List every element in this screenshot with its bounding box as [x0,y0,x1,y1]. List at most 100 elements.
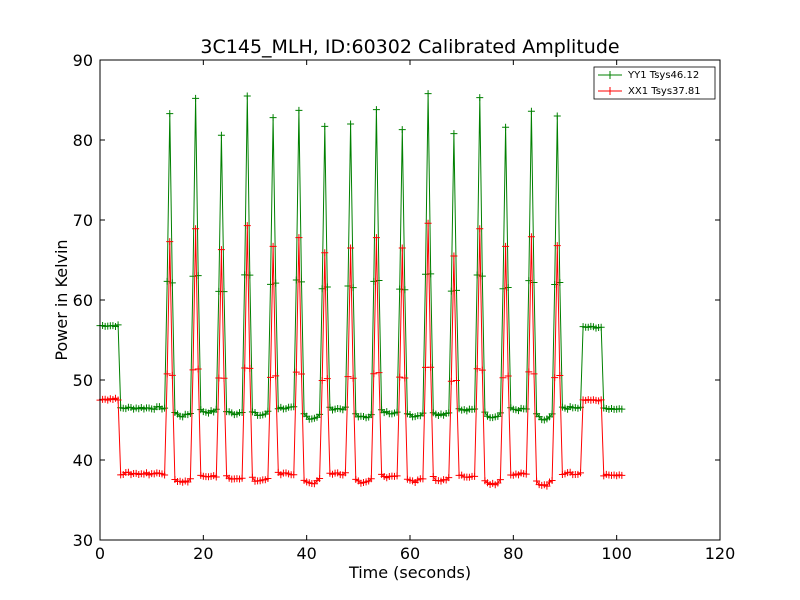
data-point [321,249,329,257]
data-point [556,372,564,380]
data-point [473,271,481,279]
data-point [298,278,305,286]
data-point [114,321,122,329]
data-point [496,476,504,484]
series-layer [96,90,626,490]
data-point [316,410,324,418]
data-point [370,277,378,285]
chart-title: 3C145_MLH, ID:60302 Calibrated Amplitude [200,36,619,58]
data-point [186,475,194,483]
data-point [189,366,197,374]
data-point [220,374,228,382]
data-point [471,405,479,413]
data-point [445,474,453,482]
data-point [243,222,251,230]
data-point [292,368,300,376]
data-point [522,405,530,413]
data-point [372,234,380,242]
data-point [522,470,530,478]
data-point [194,272,202,280]
x-tick-label: 120 [705,544,736,563]
data-point [298,370,305,378]
data-point [499,285,507,293]
data-point [248,473,256,481]
data-point [347,244,355,252]
data-point [168,371,176,379]
series-markers [96,219,626,490]
data-point [393,408,401,416]
data-point [471,472,479,480]
data-point [194,365,202,373]
data-point [243,92,251,100]
x-tick-label: 60 [400,544,420,563]
data-point [525,277,533,285]
legend: YY1 Tsys46.12 XX1 Tsys37.81 [593,66,716,100]
y-tick-label: 80 [73,131,93,150]
data-point [161,404,169,412]
data-point [396,285,404,293]
data-point [186,409,194,417]
data-point [264,407,272,415]
data-point [424,90,432,98]
data-point [344,373,352,381]
data-point [530,278,538,286]
data-point [502,123,510,131]
y-axis-label: Power in Kelvin [52,239,71,360]
data-point [264,474,272,482]
data-point [269,242,277,250]
data-point [168,279,176,287]
data-point [292,276,300,284]
data-point [269,114,277,122]
y-tick-label: 50 [73,371,93,390]
data-point [189,272,197,280]
legend-label-yy1: YY1 Tsys46.12 [627,70,699,81]
data-point [375,369,383,377]
data-point [504,284,512,292]
data-point [445,409,453,417]
y-tick-label: 70 [73,211,93,230]
data-point [217,131,225,139]
data-point [478,272,486,280]
y-tick-label: 60 [73,291,93,310]
data-point [161,471,169,479]
data-point [597,323,605,331]
data-point [494,412,502,420]
data-point [427,270,435,278]
data-point [496,409,504,417]
data-point [473,365,481,373]
data-point [398,244,406,252]
data-point [481,408,489,416]
series-xx1 [96,219,626,490]
data-point [530,370,538,378]
data-point [419,409,427,417]
data-point [192,225,200,233]
data-point [341,469,349,477]
data-point [525,368,533,376]
legend-marker-xx1 [606,87,614,95]
data-point [272,279,280,287]
data-point [478,366,486,374]
data-point [548,476,556,484]
data-point [502,242,510,250]
data-point [527,233,535,241]
data-point [447,377,455,385]
data-point [295,106,303,114]
plot-area [100,60,720,540]
data-point [393,472,401,480]
data-point [543,482,551,490]
data-point [618,471,626,479]
data-point [367,475,375,483]
data-point [267,373,274,381]
data-point [419,475,427,483]
data-point [556,278,564,286]
data-point [246,364,254,372]
data-point [372,106,380,114]
data-point [548,410,556,418]
data-point [220,288,228,296]
data-point [450,130,458,138]
y-tick-label: 90 [73,51,93,70]
data-point [504,372,512,380]
data-point [551,374,559,382]
y-tick-label: 40 [73,451,93,470]
